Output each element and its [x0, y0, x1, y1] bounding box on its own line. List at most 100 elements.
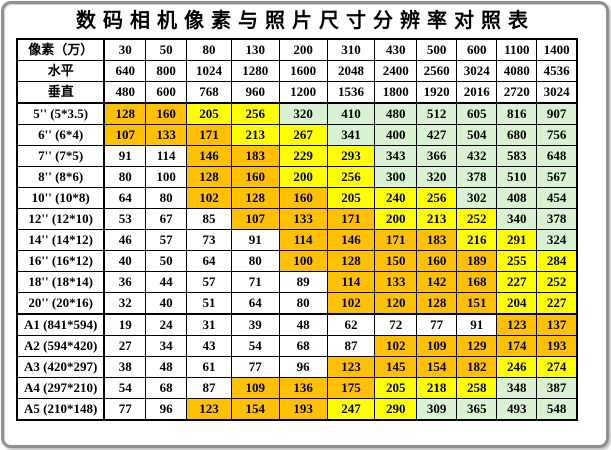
- row-label: 12'' (12*10): [16, 208, 106, 230]
- table-cell: 100: [278, 250, 328, 272]
- table-cell: 102: [326, 292, 376, 315]
- table-cell: 109: [416, 335, 458, 357]
- table-cell: 227: [496, 271, 538, 293]
- table-cell: 24: [145, 313, 188, 336]
- table-cell: 3024: [456, 60, 498, 82]
- table-cell: 567: [536, 166, 578, 188]
- table-cell: 274: [536, 356, 578, 378]
- table-cell: 2560: [416, 60, 458, 82]
- table-cell: 32: [103, 292, 147, 315]
- table-cell: 213: [230, 124, 280, 146]
- table-cell: 114: [326, 271, 376, 293]
- table-cell: 205: [326, 187, 376, 209]
- table-cell: 34: [145, 335, 188, 357]
- table-cell: 4536: [536, 60, 578, 82]
- header-row: 像素（万） 30 50 80 130 200 310 430 500 600 1100 1400: [16, 38, 578, 61]
- table-cell: 171: [326, 208, 376, 230]
- column-header: 50: [145, 38, 188, 61]
- table-cell: 454: [536, 187, 578, 209]
- table-cell: 91: [456, 313, 498, 336]
- table-cell: 44: [145, 271, 188, 293]
- table-cell: 267: [278, 124, 328, 146]
- table-row: A3 (420*297) 38 48 61 77 96 123 145 154 182 246 274: [16, 356, 578, 378]
- table-cell: 1200: [278, 81, 328, 104]
- table-cell: 291: [496, 229, 538, 251]
- table-cell: 600: [145, 81, 188, 104]
- table-cell: 68: [145, 377, 188, 399]
- table-cell: 64: [186, 250, 232, 272]
- table-cell: 102: [186, 187, 232, 209]
- table-cell: 91: [103, 145, 147, 167]
- table-cell: 85: [186, 208, 232, 230]
- table-cell: 2048: [326, 60, 376, 82]
- table-row: 8'' (8*6) 80 100 128 160 200 256 300 320 378 510 56…: [16, 166, 578, 188]
- table-title: 数码相机像素与照片尺寸分辨率对照表: [76, 10, 535, 32]
- table-cell: 96: [278, 356, 328, 378]
- table-cell: 123: [496, 313, 538, 336]
- table-cell: 256: [230, 102, 280, 125]
- table-cell: 133: [278, 208, 328, 230]
- table-cell: 40: [103, 250, 147, 272]
- table-cell: 77: [230, 356, 280, 378]
- table-cell: 907: [536, 102, 578, 125]
- table-cell: 480: [103, 81, 147, 104]
- table-cell: 255: [496, 250, 538, 272]
- table-cell: 128: [230, 187, 280, 209]
- table-cell: 365: [456, 398, 498, 421]
- table-cell: 493: [496, 398, 538, 421]
- table-row: 12'' (12*10) 53 67 85 107 133 171 200 213 252 340 3…: [16, 208, 578, 230]
- table-cell: 300: [374, 166, 418, 188]
- table-cell: 408: [496, 187, 538, 209]
- table-cell: 68: [278, 335, 328, 357]
- table-cell: 87: [186, 377, 232, 399]
- table-cell: 320: [416, 166, 458, 188]
- table-cell: 1600: [278, 60, 328, 82]
- table-cell: 145: [374, 356, 418, 378]
- table-cell: 114: [278, 229, 328, 251]
- table-cell: 77: [103, 398, 147, 421]
- row-label: 7'' (7*5): [16, 145, 106, 167]
- table-cell: 71: [230, 271, 280, 293]
- table-cell: 129: [456, 335, 498, 357]
- table-cell: 100: [145, 166, 188, 188]
- table-body: 像素（万） 30 50 80 130 200 310 430 500 600 1100 1400 水平 6…: [16, 38, 578, 421]
- table-cell: 432: [456, 145, 498, 167]
- table-cell: 183: [230, 145, 280, 167]
- table-cell: 123: [186, 398, 232, 421]
- table-cell: 57: [186, 271, 232, 293]
- table-cell: 128: [326, 250, 376, 272]
- table-cell: 256: [416, 187, 458, 209]
- table-cell: 54: [230, 335, 280, 357]
- table-cell: 4080: [496, 60, 538, 82]
- table-cell: 309: [416, 398, 458, 421]
- table-cell: 343: [374, 145, 418, 167]
- table-cell: 89: [278, 271, 328, 293]
- table-row: 水平 640 800 1024 1280 1600 2048 2400 2560 3024 4080…: [16, 60, 578, 82]
- column-header: 1400: [536, 38, 578, 61]
- table-cell: 548: [536, 398, 578, 421]
- table-cell: 320: [278, 102, 328, 125]
- table-cell: 324: [536, 229, 578, 251]
- row-label: 垂直: [16, 81, 106, 104]
- table-cell: 48: [278, 313, 328, 336]
- table-cell: 114: [145, 145, 188, 167]
- table-cell: 1024: [186, 60, 232, 82]
- table-cell: 680: [496, 124, 538, 146]
- column-header: 200: [278, 38, 328, 61]
- table-row: 10'' (10*8) 64 80 102 128 160 205 240 256 302 408 4…: [16, 187, 578, 209]
- table-cell: 146: [186, 145, 232, 167]
- table-cell: 171: [186, 124, 232, 146]
- table-cell: 154: [416, 356, 458, 378]
- table-cell: 227: [536, 292, 578, 315]
- table-cell: 756: [536, 124, 578, 146]
- table-cell: 510: [496, 166, 538, 188]
- table-cell: 128: [186, 166, 232, 188]
- table-cell: 3024: [536, 81, 578, 104]
- row-label: 8'' (8*6): [16, 166, 106, 188]
- table-row: 6'' (6*4) 107 133 171 213 267 341 400 427 504 680 7…: [16, 124, 578, 146]
- table-cell: 247: [326, 398, 376, 421]
- table-cell: 128: [416, 292, 458, 315]
- column-header: 130: [230, 38, 280, 61]
- table-row: 20'' (20*16) 32 40 51 64 80 102 120 128 151 204 227: [16, 292, 578, 315]
